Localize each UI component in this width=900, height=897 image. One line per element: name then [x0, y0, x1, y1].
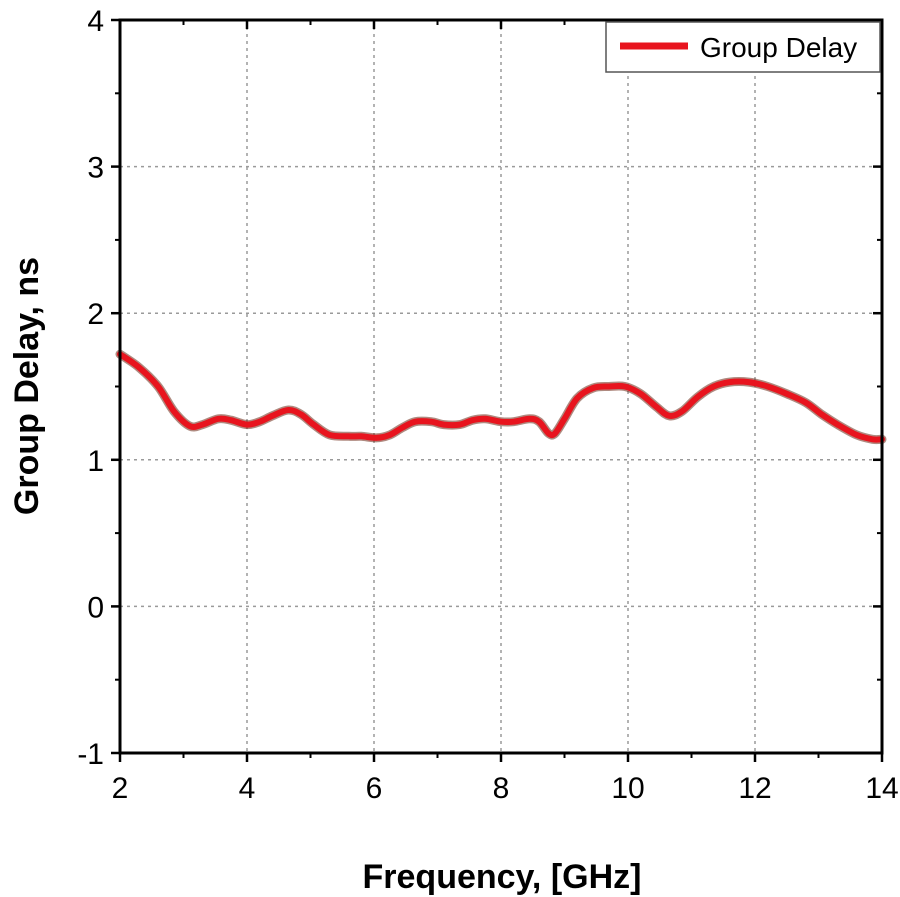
x-axis-title: Frequency, [GHz]	[363, 858, 642, 896]
x-tick-label: 10	[611, 772, 644, 805]
legend: Group Delay	[605, 21, 881, 73]
x-tick-label: 8	[493, 772, 510, 805]
x-tick-label: 4	[239, 772, 256, 805]
y-tick-label: 4	[87, 5, 104, 38]
y-tick-label: 2	[87, 298, 104, 331]
x-tick-label: 2	[112, 772, 129, 805]
series-line-group-delay	[117, 351, 885, 443]
y-tick-label: -1	[77, 738, 104, 771]
legend-label: Group Delay	[700, 32, 857, 63]
x-tick-label: 6	[366, 772, 383, 805]
y-tick-label: 0	[87, 591, 104, 624]
y-axis-title: Group Delay, ns	[8, 257, 46, 515]
x-tick-label: 14	[865, 772, 898, 805]
series-layer	[115, 349, 887, 445]
y-tick-label: 3	[87, 152, 104, 185]
x-tick-label: 12	[738, 772, 771, 805]
y-tick-label: 1	[87, 445, 104, 478]
